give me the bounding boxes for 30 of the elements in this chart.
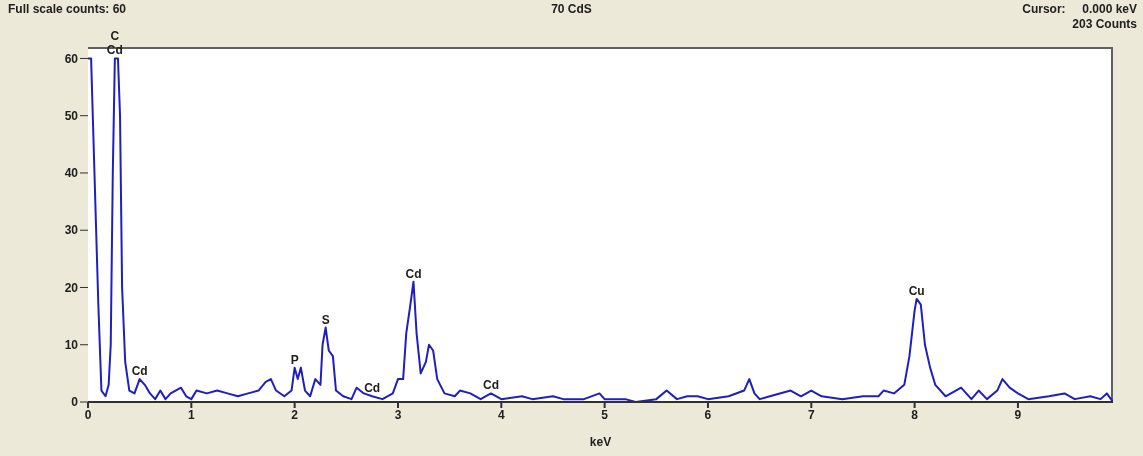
y-tick-label: 50 [64, 108, 79, 123]
x-tick-label: 1 [187, 407, 195, 422]
x-tick-label: 9 [1014, 407, 1022, 422]
x-tick-label: 5 [601, 407, 609, 422]
y-tick-label: 60 [64, 51, 79, 66]
y-tick-label: 20 [64, 280, 79, 295]
annotation: Cd [364, 381, 381, 396]
y-tick-label: 10 [64, 338, 79, 352]
x-tick-label: 7 [807, 407, 815, 422]
y-tick-label: 40 [64, 166, 79, 181]
annotation: S [321, 312, 330, 327]
x-tick-label: 6 [704, 407, 712, 422]
x-tick-label: 0 [84, 407, 92, 422]
annotation: Cd [131, 364, 148, 379]
text: 203 Counts [1071, 17, 1137, 32]
annotation: Cu [908, 283, 925, 298]
x-axis-title: keV [589, 435, 612, 449]
annotation: C [110, 29, 120, 44]
annotation: Cd [482, 378, 499, 393]
annotation: Cd [405, 266, 422, 281]
chart-title: 70 CdS [551, 2, 592, 16]
x-tick-label: 3 [394, 407, 402, 422]
text: Cursor: 0.000 keV [1022, 2, 1137, 17]
y-tick-label: 30 [64, 223, 79, 238]
y-tick-label: 0 [71, 395, 79, 410]
x-tick-label: 8 [911, 407, 919, 422]
x-tick-label: 4 [497, 407, 505, 422]
x-tick-label: 2 [291, 407, 299, 422]
annotation: P [290, 352, 299, 367]
text: Full scale counts: 60 [8, 2, 127, 16]
